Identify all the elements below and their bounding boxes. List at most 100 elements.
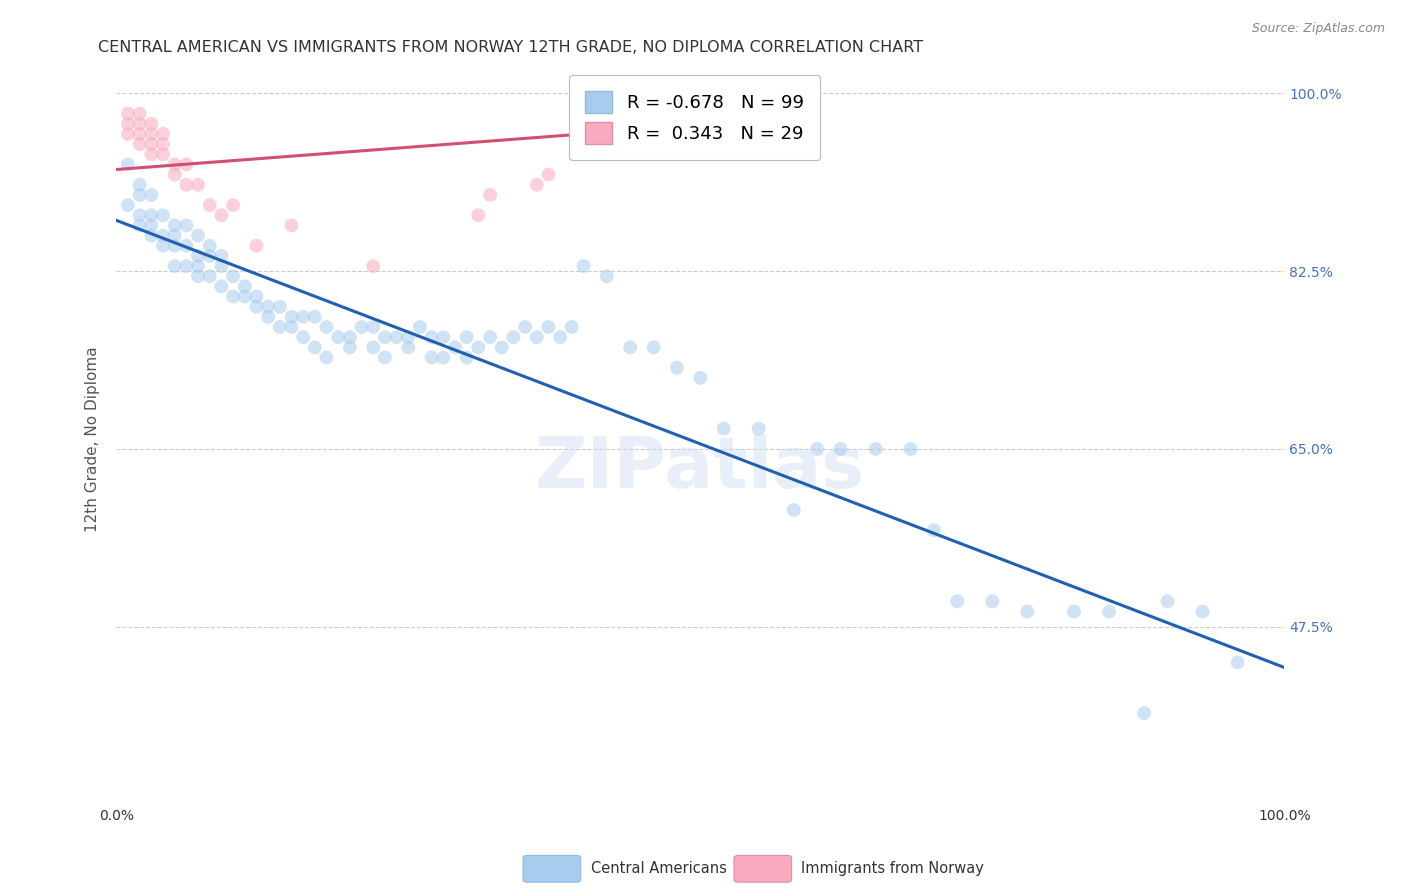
Point bbox=[865, 442, 887, 456]
Point bbox=[128, 117, 150, 131]
Point bbox=[209, 279, 232, 293]
Point bbox=[128, 137, 150, 152]
Point bbox=[152, 228, 174, 243]
Point bbox=[292, 330, 315, 344]
Point bbox=[176, 178, 198, 192]
Point bbox=[280, 219, 302, 233]
Point bbox=[269, 320, 291, 334]
Point bbox=[981, 594, 1004, 608]
Point bbox=[491, 340, 513, 354]
Point bbox=[163, 228, 186, 243]
Point bbox=[374, 351, 396, 365]
Point bbox=[432, 330, 454, 344]
Point bbox=[513, 320, 536, 334]
Point bbox=[339, 340, 361, 354]
Point bbox=[141, 228, 163, 243]
Point bbox=[141, 208, 163, 222]
Point bbox=[141, 127, 163, 141]
Point bbox=[409, 320, 432, 334]
Point bbox=[187, 269, 209, 284]
Point bbox=[561, 320, 583, 334]
Point bbox=[187, 259, 209, 273]
Point bbox=[922, 523, 945, 537]
Y-axis label: 12th Grade, No Diploma: 12th Grade, No Diploma bbox=[86, 346, 100, 532]
Point bbox=[141, 188, 163, 202]
Point bbox=[1098, 605, 1121, 619]
Point bbox=[128, 219, 150, 233]
Point bbox=[152, 208, 174, 222]
Point bbox=[117, 106, 139, 120]
Point bbox=[233, 279, 256, 293]
Point bbox=[152, 238, 174, 252]
Point bbox=[128, 208, 150, 222]
Point bbox=[280, 310, 302, 324]
Point bbox=[456, 351, 478, 365]
Point bbox=[163, 157, 186, 171]
Point bbox=[596, 269, 619, 284]
Point bbox=[396, 330, 419, 344]
Text: Source: ZipAtlas.com: Source: ZipAtlas.com bbox=[1251, 22, 1385, 36]
Point bbox=[689, 371, 711, 385]
Point bbox=[176, 157, 198, 171]
Point bbox=[304, 340, 326, 354]
Legend: R = -0.678   N = 99, R =  0.343   N = 29: R = -0.678 N = 99, R = 0.343 N = 29 bbox=[569, 75, 820, 161]
Point bbox=[315, 351, 337, 365]
Point bbox=[339, 330, 361, 344]
Point bbox=[222, 269, 245, 284]
Point bbox=[187, 178, 209, 192]
Point bbox=[141, 219, 163, 233]
Point bbox=[222, 198, 245, 212]
Point bbox=[548, 330, 571, 344]
Point bbox=[187, 228, 209, 243]
Point bbox=[748, 422, 770, 436]
Point bbox=[643, 340, 665, 354]
Point bbox=[245, 238, 267, 252]
Point bbox=[526, 178, 548, 192]
Point bbox=[222, 289, 245, 303]
Point bbox=[444, 340, 467, 354]
Point bbox=[128, 188, 150, 202]
Point bbox=[176, 219, 198, 233]
Point bbox=[141, 137, 163, 152]
Point bbox=[176, 238, 198, 252]
Point bbox=[152, 147, 174, 161]
Point bbox=[479, 188, 502, 202]
Point bbox=[946, 594, 969, 608]
Text: ZIPatlas: ZIPatlas bbox=[536, 434, 865, 502]
Point bbox=[292, 310, 315, 324]
Point bbox=[1226, 656, 1249, 670]
Point bbox=[198, 249, 221, 263]
Point bbox=[304, 310, 326, 324]
Point bbox=[783, 503, 806, 517]
Point bbox=[141, 147, 163, 161]
Point bbox=[350, 320, 373, 334]
Point bbox=[198, 269, 221, 284]
Point bbox=[537, 168, 560, 182]
Point bbox=[245, 300, 267, 314]
Point bbox=[420, 330, 443, 344]
Point bbox=[117, 127, 139, 141]
Point bbox=[432, 351, 454, 365]
Point bbox=[361, 320, 384, 334]
Point bbox=[163, 168, 186, 182]
Point bbox=[1133, 706, 1156, 721]
Text: Immigrants from Norway: Immigrants from Norway bbox=[801, 862, 984, 876]
Point bbox=[526, 330, 548, 344]
Point bbox=[479, 330, 502, 344]
Point bbox=[163, 238, 186, 252]
Text: CENTRAL AMERICAN VS IMMIGRANTS FROM NORWAY 12TH GRADE, NO DIPLOMA CORRELATION CH: CENTRAL AMERICAN VS IMMIGRANTS FROM NORW… bbox=[98, 40, 924, 55]
Point bbox=[572, 259, 595, 273]
Point bbox=[152, 127, 174, 141]
Point bbox=[257, 300, 280, 314]
Point bbox=[152, 137, 174, 152]
Point bbox=[830, 442, 852, 456]
Point bbox=[806, 442, 828, 456]
Point bbox=[187, 249, 209, 263]
Point bbox=[128, 178, 150, 192]
Point bbox=[176, 259, 198, 273]
Point bbox=[117, 157, 139, 171]
Point bbox=[1191, 605, 1213, 619]
Point bbox=[361, 340, 384, 354]
Point bbox=[141, 117, 163, 131]
Point bbox=[374, 330, 396, 344]
